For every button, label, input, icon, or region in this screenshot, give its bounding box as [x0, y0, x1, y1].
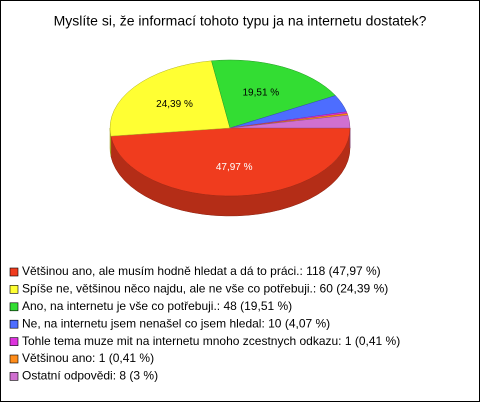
legend-label: Většinou ano, ale musím hodně hledat a d…: [22, 264, 381, 278]
legend-swatch: [9, 372, 19, 381]
legend-swatch: [9, 267, 19, 277]
data-label: 19,51 %: [243, 87, 280, 98]
legend-label: Tohle tema muze mit na internetu mnoho z…: [22, 334, 400, 348]
chart-title: Myslíte si, že informací tohoto typu ja …: [54, 13, 427, 29]
pie-slice: [110, 127, 351, 197]
legend-label: Většinou ano: 1 (0,41 %): [22, 351, 154, 365]
legend-label: Ostatní odpovědi: 8 (3 %): [22, 369, 158, 383]
legend-label: Ano, na internetu je vše co potřebuji.: …: [22, 299, 292, 313]
pie-slice: [229, 114, 351, 129]
pie-slice: [109, 60, 231, 137]
data-label: 24,39 %: [156, 99, 193, 110]
legend-label: Ne, na internetu jsem nenašel co jsem hl…: [22, 316, 330, 330]
legend-swatch: [9, 337, 19, 346]
legend-swatch: [9, 319, 19, 329]
legend-swatch: [9, 302, 19, 312]
pie-slice: [211, 59, 336, 129]
legend-label: Spíše ne, většinou něco najdu, ale ne vš…: [22, 282, 388, 296]
data-label: 47,97 %: [216, 162, 253, 173]
legend-swatch: [9, 285, 19, 294]
legend-swatch: [9, 354, 19, 364]
